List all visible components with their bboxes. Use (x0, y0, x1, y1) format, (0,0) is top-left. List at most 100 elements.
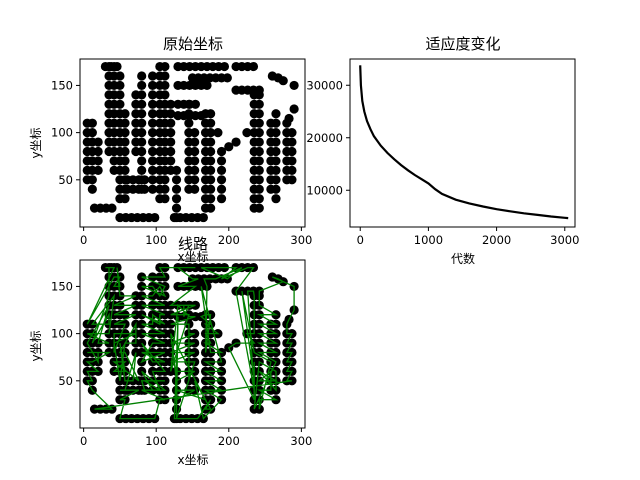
city-point (254, 137, 264, 147)
route-x-tick-label: 0 (80, 434, 87, 448)
city-point (202, 80, 212, 91)
city-point (254, 99, 264, 109)
city-point (120, 137, 130, 147)
fitness-curve (359, 65, 569, 220)
route-x-tick-label: 200 (218, 434, 240, 448)
city-point (87, 184, 97, 194)
scatter-markers (82, 61, 299, 223)
city-point (254, 118, 264, 128)
city-point (139, 184, 150, 194)
city-point (166, 118, 176, 128)
city-point (93, 146, 103, 157)
city-point (107, 203, 117, 213)
city-point (93, 137, 103, 147)
city-point (271, 156, 281, 166)
city-point (206, 175, 216, 185)
city-point (147, 99, 158, 109)
city-point (147, 71, 158, 81)
city-point (231, 137, 241, 147)
city-point (120, 118, 130, 128)
fitness-x-label: 代数 (451, 251, 475, 266)
city-point (137, 165, 147, 175)
city-point (160, 61, 170, 72)
city-point (112, 61, 122, 72)
city-point (206, 137, 216, 147)
city-point (206, 118, 216, 128)
city-point (160, 175, 170, 185)
route-city-point (160, 376, 170, 386)
fitness-axis-ticks: 0 1000 2000 3000 10000 20000 30000 (306, 78, 579, 247)
city-point (93, 165, 103, 175)
city-point (115, 90, 125, 100)
city-point (271, 128, 281, 138)
city-point (254, 128, 264, 138)
city-point (190, 184, 200, 194)
city-point (287, 128, 297, 138)
route-plot-frame (79, 259, 306, 429)
city-point (137, 99, 147, 109)
city-point (222, 73, 232, 83)
city-point (147, 80, 158, 91)
city-point (271, 175, 281, 185)
city-point (287, 146, 297, 157)
scatter-plot-frame (79, 58, 306, 228)
route-y-label: y坐标 (29, 330, 43, 361)
city-point (278, 76, 288, 86)
city-point (219, 61, 230, 72)
city-point (147, 118, 158, 128)
scatter-y-tick-label: 50 (58, 173, 73, 187)
city-point (137, 128, 147, 138)
route-y-tick-label: 100 (51, 327, 73, 341)
city-point (206, 184, 216, 194)
city-point (271, 165, 281, 175)
city-point (254, 146, 264, 157)
city-point (87, 128, 97, 138)
fitness-x-tick-label: 3000 (550, 233, 579, 247)
city-point (198, 212, 208, 223)
fitness-y-tick-label: 20000 (306, 131, 343, 145)
city-point (284, 113, 294, 124)
city-point (147, 109, 158, 119)
city-point (206, 109, 216, 119)
fitness-title: 适应度变化 (425, 35, 500, 53)
city-point (160, 90, 170, 100)
city-point (171, 175, 182, 185)
city-point (206, 146, 216, 157)
city-point (206, 194, 216, 204)
city-point (184, 118, 194, 128)
route-x-label: x坐标 (177, 453, 208, 467)
city-point (137, 80, 147, 91)
fitness-y-tick-label: 10000 (306, 183, 343, 197)
city-point (137, 146, 147, 157)
city-point (137, 71, 147, 81)
city-point (190, 175, 200, 185)
scatter-y-label: y坐标 (29, 127, 43, 158)
city-point (190, 156, 200, 166)
city-point (115, 99, 125, 109)
city-point (120, 146, 130, 157)
city-point (166, 146, 176, 157)
route-title: 线路 (178, 235, 208, 253)
city-point (137, 137, 147, 147)
fitness-x-tick-label: 2000 (482, 233, 511, 247)
scatter-axis-ticks: 0 100 200 300 50 100 150 (51, 78, 312, 247)
city-point (206, 128, 216, 138)
scatter-y-tick-label: 100 (51, 126, 73, 140)
city-point (120, 128, 130, 138)
city-point (287, 137, 297, 147)
city-point (147, 90, 158, 100)
city-point (166, 137, 176, 147)
city-point (166, 109, 176, 119)
city-point (254, 194, 264, 204)
city-point (248, 61, 259, 72)
city-point (271, 184, 281, 194)
city-point (171, 194, 182, 204)
city-point (216, 175, 227, 185)
city-point (120, 156, 130, 166)
fitness-panel: 适应度变化 代数 0 1000 2000 3000 10000 20000 30000 (306, 35, 579, 266)
fitness-x-tick-label: 1000 (414, 233, 443, 247)
city-point (120, 165, 130, 175)
city-point (190, 165, 200, 175)
city-point (160, 80, 170, 91)
scatter-x-tick-label: 100 (145, 233, 167, 247)
